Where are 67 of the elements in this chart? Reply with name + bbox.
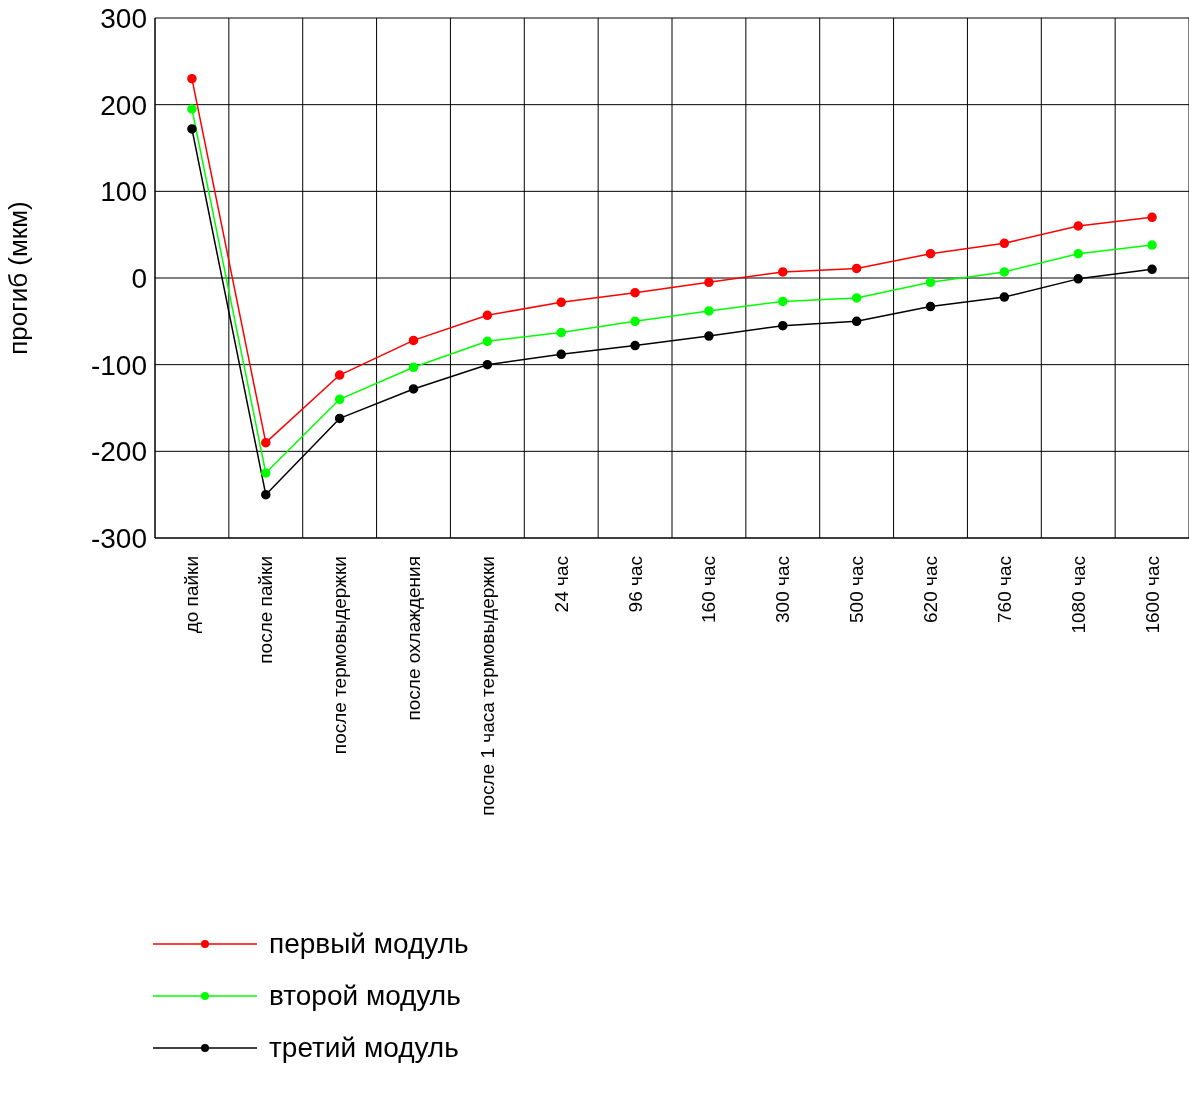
x-tick-label: 24 час	[550, 556, 572, 613]
point	[999, 238, 1010, 249]
y-tick-label: -300	[90, 522, 147, 554]
point	[925, 277, 936, 288]
x-tick-label: после пайки	[255, 556, 277, 664]
point	[261, 437, 271, 448]
point	[851, 263, 862, 274]
point	[482, 310, 493, 321]
legend-label: третий модуль	[269, 1032, 459, 1064]
point	[999, 267, 1010, 277]
point	[704, 331, 714, 341]
point	[334, 394, 345, 405]
x-tick-label: 620 час	[920, 556, 941, 623]
point	[556, 297, 566, 308]
point	[1073, 221, 1083, 231]
x-tick-label: 300 час	[772, 556, 794, 623]
point	[408, 362, 419, 373]
point	[556, 349, 566, 360]
point	[778, 320, 788, 331]
y-axis-title: прогиб (мкм)	[3, 201, 34, 355]
point	[1073, 248, 1083, 259]
y-tick-label: 100	[100, 176, 147, 208]
y-tick-label: -200	[90, 436, 147, 468]
x-tick-label: 500 час	[846, 556, 868, 623]
y-tick-label: 200	[100, 89, 147, 121]
legend-label: второй модуль	[269, 980, 461, 1012]
point	[482, 359, 493, 370]
point	[778, 267, 788, 277]
point	[1147, 264, 1157, 275]
legend-label: первый модуль	[269, 928, 469, 960]
y-tick-label: 300	[100, 2, 147, 34]
point	[925, 301, 936, 312]
point	[556, 327, 566, 338]
x-tick-label: 760 час	[993, 556, 1015, 623]
x-tick-label: 1600 час	[1141, 556, 1163, 634]
point	[187, 104, 197, 114]
point	[778, 296, 788, 307]
y-tick-label: -100	[90, 349, 147, 381]
point	[704, 277, 714, 288]
x-tick-label: после охлаждения	[403, 556, 424, 721]
point	[851, 293, 862, 303]
x-tick-label: 96 час	[624, 556, 646, 613]
point	[1147, 212, 1157, 223]
point	[1147, 240, 1157, 250]
x-tick-label: 1080 час	[1067, 556, 1089, 634]
x-tick-label: после 1 часа термовыдержки	[476, 556, 498, 816]
point	[187, 124, 197, 134]
point	[1073, 274, 1083, 284]
point	[334, 413, 345, 424]
y-tick-label: 0	[131, 262, 147, 294]
x-tick-label: до пайки	[181, 556, 203, 634]
x-tick-label: 160 час	[698, 556, 720, 623]
point	[482, 336, 493, 347]
point	[851, 316, 862, 327]
point	[408, 335, 419, 346]
point	[925, 248, 936, 259]
point	[630, 316, 640, 327]
point	[261, 468, 271, 478]
point	[704, 306, 714, 316]
point	[630, 287, 640, 298]
point	[187, 73, 197, 84]
point	[630, 340, 640, 351]
point	[999, 292, 1010, 302]
point	[261, 489, 271, 500]
x-tick-label: после термовыдержки	[329, 556, 351, 755]
point	[334, 370, 345, 380]
point	[408, 384, 419, 394]
